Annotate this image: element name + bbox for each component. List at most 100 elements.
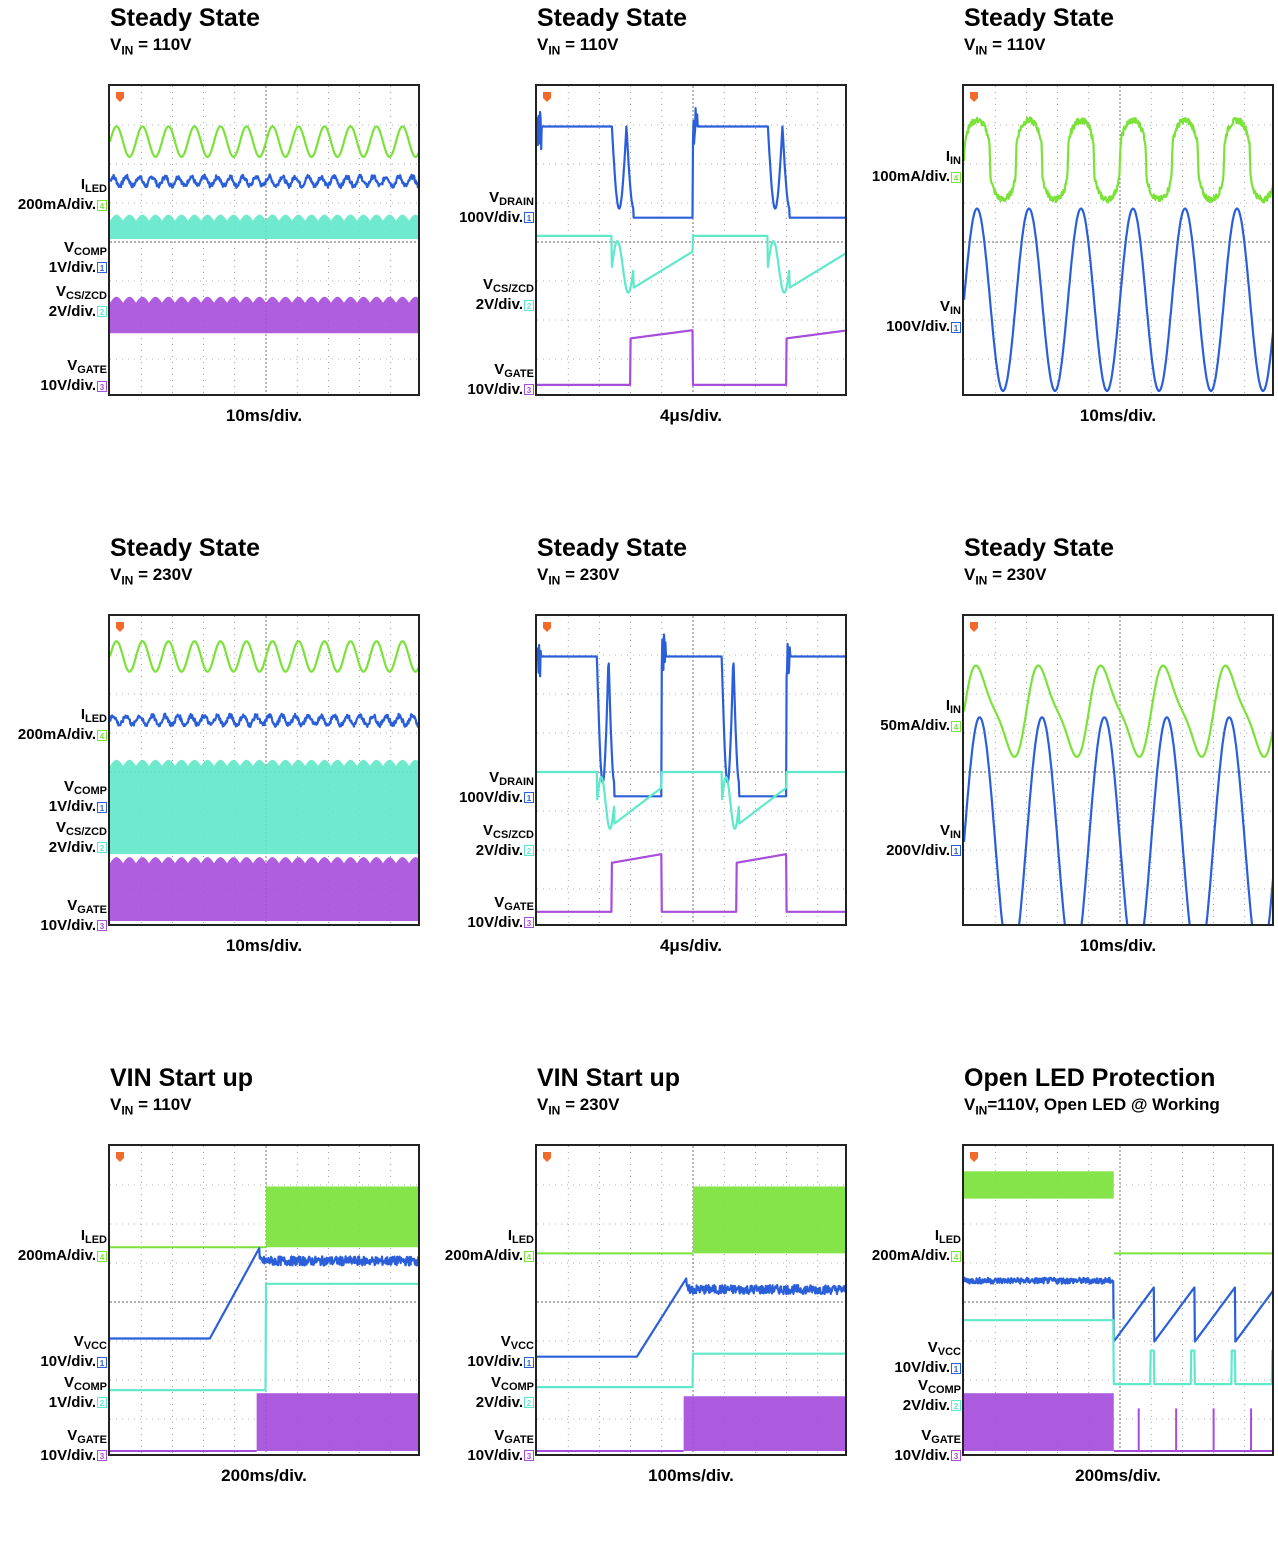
channel-symbol: V bbox=[489, 188, 500, 206]
channel-symbol: I bbox=[80, 706, 85, 724]
oscilloscope-screen bbox=[108, 84, 420, 396]
scope-panel: Open LED Protection VIN=110V, Open LED @ … bbox=[854, 1064, 1274, 1544]
channel-marker-icon: 1 bbox=[524, 212, 534, 224]
channel-scale: 200mA/div. bbox=[17, 196, 96, 214]
subtitle-symbol: V bbox=[964, 1095, 976, 1114]
panel-title: VIN Start up bbox=[537, 1064, 681, 1092]
timebase-label: 100ms/div. bbox=[648, 1466, 734, 1485]
channel-subscript: GATE bbox=[504, 367, 534, 380]
waveform-plot bbox=[964, 1146, 1272, 1454]
channel-subscript: LED bbox=[85, 1234, 107, 1247]
trigger-marker-icon bbox=[543, 92, 551, 102]
subtitle-value: = 230V bbox=[133, 565, 193, 584]
channel-symbol: V bbox=[67, 896, 78, 914]
channel-scale: 10V/div. bbox=[40, 1353, 96, 1371]
channel-marker-icon: 3 bbox=[524, 917, 534, 929]
trigger-marker-icon bbox=[543, 622, 551, 632]
subtitle-symbol: V bbox=[537, 565, 549, 584]
channel-marker-icon: 2 bbox=[524, 845, 534, 857]
waveform-plot bbox=[537, 616, 845, 924]
timebase-label: 200ms/div. bbox=[1075, 1466, 1161, 1485]
channel-subscript: GATE bbox=[931, 1433, 961, 1446]
channel-scale: 50mA/div. bbox=[880, 717, 950, 735]
channel-label: VCOMP 1V/div. 1 bbox=[48, 239, 107, 276]
oscilloscope-screen bbox=[962, 84, 1274, 396]
channel-label: ILED 200mA/div. 4 bbox=[445, 1228, 534, 1264]
waveform-plot bbox=[110, 616, 418, 924]
channel-scale: 2V/div. bbox=[48, 302, 96, 320]
channel-subscript: DRAIN bbox=[499, 195, 534, 208]
scope-panel: VIN Start up VIN = 230V ILED 200mA/div. 4 VVC… bbox=[427, 1064, 847, 1544]
subtitle-subscript: IN bbox=[121, 573, 134, 588]
channel-subscript: LED bbox=[512, 1234, 534, 1247]
channel-symbol: V bbox=[494, 1426, 505, 1444]
channel-scale: 2V/div. bbox=[902, 1396, 950, 1414]
channel-label: VCS/ZCD 2V/div. 2 bbox=[49, 819, 107, 856]
scope-panel: Steady State VIN = 230V VDRAIN 100V/div. 1 VC… bbox=[427, 534, 847, 1014]
panel-title: Steady State bbox=[110, 534, 261, 562]
scope-panel: VIN Start up VIN = 110V ILED 200mA/div. 4 VVC… bbox=[0, 1064, 420, 1544]
channel-symbol: I bbox=[80, 1227, 85, 1245]
channel-symbol: V bbox=[939, 821, 950, 839]
panel-title: Steady State bbox=[964, 534, 1115, 562]
channel-subscript: GATE bbox=[77, 903, 107, 916]
channel-marker-icon: 1 bbox=[97, 262, 107, 274]
timebase-label: 4μs/div. bbox=[659, 406, 723, 425]
channel-subscript: IN bbox=[950, 155, 961, 168]
subtitle-value: = 230V bbox=[560, 565, 620, 584]
channel-marker-icon: 2 bbox=[951, 1400, 961, 1412]
channel-marker-icon: 2 bbox=[524, 299, 534, 311]
scope-panel: Steady State VIN = 230V IIN 50mA/div. 4 VIN 20… bbox=[854, 534, 1274, 1014]
channel-symbol: V bbox=[921, 1426, 932, 1444]
panel-title: VIN Start up bbox=[110, 1064, 254, 1092]
channel-symbol: V bbox=[939, 298, 950, 316]
channel-label: VDRAIN 100V/div. 1 bbox=[459, 769, 534, 806]
panel-subtitle: VIN = 110V bbox=[964, 35, 1045, 57]
timebase-label: 10ms/div. bbox=[1079, 406, 1157, 425]
channel-subscript: CS/ZCD bbox=[66, 289, 107, 302]
channel-subscript: LED bbox=[85, 713, 107, 726]
channel-marker-icon: 3 bbox=[951, 1450, 961, 1462]
channel-label: VIN 100V/div. 1 bbox=[886, 299, 961, 335]
channel-marker-icon: 2 bbox=[97, 1397, 107, 1409]
subtitle-subscript: IN bbox=[121, 43, 134, 58]
trace-p3-ch3-3 bbox=[110, 857, 418, 921]
trace-p8-ch3-3-pulses bbox=[1113, 1408, 1272, 1452]
channel-label: VCOMP 2V/div. 2 bbox=[902, 1377, 961, 1414]
channel-scale: 100V/div. bbox=[886, 318, 950, 336]
channel-marker-icon: 1 bbox=[97, 801, 107, 813]
channel-subscript: COMP bbox=[928, 1383, 961, 1396]
panel-title: Steady State bbox=[537, 534, 688, 562]
channel-label: VVCC 10V/div. 1 bbox=[40, 1334, 107, 1370]
channel-subscript: COMP bbox=[74, 245, 107, 258]
channel-marker-icon: 3 bbox=[524, 1450, 534, 1462]
channel-subscript: VCC bbox=[510, 1340, 534, 1353]
trace-p2-ch1-1 bbox=[964, 207, 1272, 393]
channel-label: VCOMP 2V/div. 2 bbox=[476, 1374, 534, 1411]
channel-scale: 10V/div. bbox=[40, 916, 96, 934]
channel-marker-icon: 1 bbox=[951, 1362, 961, 1374]
channel-label: ILED 200mA/div. 4 bbox=[872, 1228, 961, 1264]
oscilloscope-screen bbox=[108, 1144, 420, 1456]
trace-p8-ch4-0-active bbox=[964, 1171, 1114, 1199]
oscilloscope-screen bbox=[535, 84, 847, 396]
trace-p5-ch4-0 bbox=[964, 664, 1272, 758]
channel-symbol: V bbox=[67, 357, 78, 375]
channel-subscript: GATE bbox=[77, 364, 107, 377]
subtitle-value: = 110V bbox=[987, 35, 1046, 54]
channel-symbol: V bbox=[494, 360, 505, 378]
channel-scale: 100V/div. bbox=[459, 208, 523, 226]
channel-label: VCS/ZCD 2V/div. 2 bbox=[476, 277, 534, 313]
channel-scale: 1V/div. bbox=[48, 258, 96, 276]
channel-subscript: COMP bbox=[501, 1380, 534, 1393]
channel-marker-icon: 2 bbox=[524, 1397, 534, 1409]
channel-subscript: IN bbox=[950, 704, 961, 717]
subtitle-value: = 230V bbox=[987, 565, 1047, 584]
trigger-marker-icon bbox=[116, 92, 124, 102]
channel-scale: 10V/div. bbox=[467, 380, 523, 398]
trace-p0-ch4-0 bbox=[110, 125, 418, 158]
panel-title: Open LED Protection bbox=[964, 1064, 1216, 1092]
waveform-plot bbox=[537, 1146, 845, 1454]
channel-marker-icon: 1 bbox=[524, 1356, 534, 1368]
channel-symbol: V bbox=[494, 893, 505, 911]
